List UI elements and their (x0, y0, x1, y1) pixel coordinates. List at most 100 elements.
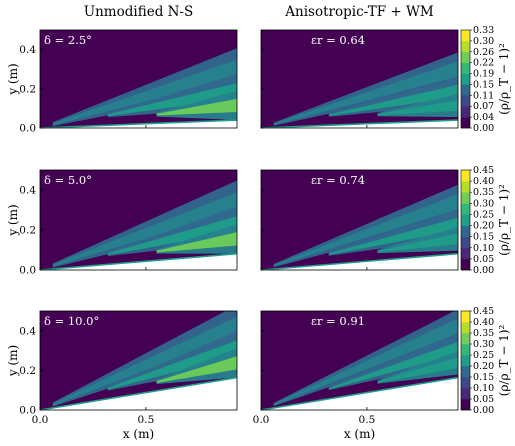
colorbar-tick-label: 0.25 (473, 209, 494, 220)
colorbar-segment (461, 73, 470, 85)
colorbar-segment (461, 95, 470, 107)
panel-r1-c2: εr = 0.64 (260, 29, 459, 129)
colorbar-tick-label: 0.10 (473, 243, 494, 254)
colorbar-segment (461, 355, 470, 367)
wedge-boundary-layer (261, 376, 458, 410)
colorbar-segment (461, 225, 470, 237)
colorbar-tick-label: 0.22 (473, 58, 494, 69)
field-contours (40, 48, 237, 128)
colorbar-tick-label: 0.20 (473, 361, 494, 372)
colorbar-segment (461, 388, 470, 400)
colorbar-segment (461, 62, 470, 74)
wedge-boundary-layer (261, 119, 458, 128)
contour-band (107, 340, 237, 390)
contour-band (273, 61, 458, 125)
contour-band (328, 84, 458, 116)
colorbar-segment (461, 366, 470, 378)
colorbar-segment (461, 51, 470, 63)
x-axis-label: x (m) (123, 427, 154, 441)
field-contours (40, 311, 237, 410)
y-axis-label: y (m) (6, 63, 20, 95)
contour-band (52, 180, 237, 268)
contour-band (273, 184, 458, 268)
colorbar-tick-label: 0.30 (473, 36, 494, 47)
colorbar-segment (461, 214, 470, 226)
colorbar-tick-label: 0.35 (473, 187, 494, 198)
x-tick-label: 0.0 (253, 414, 270, 426)
colorbar-tick-label: 0.04 (473, 112, 494, 123)
colorbar-segment (461, 117, 470, 129)
colorbar-tick-label: 0.10 (473, 383, 494, 394)
colorbar-tick-label: 0.15 (473, 232, 494, 243)
colorbar-tick-label: 0.30 (473, 198, 494, 209)
contour-band (52, 316, 237, 406)
field-contours (261, 184, 458, 270)
contour-band (107, 330, 237, 391)
colorbar-tick-label: 0.05 (473, 394, 494, 405)
delta-annotation: δ = 5.0° (44, 173, 92, 187)
colorbar-segment (461, 247, 470, 260)
panel-frame (39, 169, 238, 271)
colorbar-segment (461, 333, 470, 345)
colorbar-segment (461, 84, 470, 96)
colorbar-segment (461, 30, 470, 42)
y-tick-label: 0.4 (19, 44, 36, 56)
colorbar-tick-label: 0.05 (473, 254, 494, 265)
panel-r1-c1: 0.0 0.2 0.4 δ = 2.5° y (m) (6, 29, 238, 135)
y-tick-label: 0.2 (19, 365, 36, 377)
colorbar-segment (461, 258, 470, 271)
colorbar-tick-label: 0.15 (473, 372, 494, 383)
colorbar-segment (461, 203, 470, 215)
colorbar-r3: 0.000.050.100.150.200.250.300.350.400.45… (460, 306, 511, 416)
panel-frame (39, 29, 238, 129)
colorbar-r1: 0.000.040.070.110.150.190.220.260.300.33… (460, 25, 511, 134)
colorbar-segment (461, 344, 470, 356)
y-tick-label: 0.0 (19, 123, 36, 135)
contour-band (273, 52, 458, 126)
contour-band (377, 357, 458, 383)
colorbar-tick-label: 0.25 (473, 350, 494, 361)
colorbar-segment (461, 170, 470, 182)
colorbar-label: (ρ/ρ_T − 1)² (497, 324, 511, 396)
column-title-right: Anisotropic-TF + WM (284, 4, 434, 20)
contour-band (107, 83, 237, 117)
panel-r3-c1: 0.0 0.2 0.4 0.0 0.5 δ = 10.0° y (m) x (m) (6, 310, 238, 441)
wedge-boundary-layer (40, 119, 237, 128)
contour-band (377, 100, 458, 116)
y-tick-label: 0.2 (19, 83, 36, 95)
y-tick-label: 0.2 (19, 225, 36, 237)
y-axis-label: y (m) (6, 204, 20, 236)
y-tick-label: 0.4 (19, 325, 36, 337)
colorbar-tick-label: 0.35 (473, 328, 494, 339)
colorbar-segment (461, 377, 470, 389)
panel-frame (260, 310, 459, 411)
colorbar-tick-label: 0.40 (473, 176, 494, 187)
contour-band (328, 217, 458, 255)
colorbar-tick-label: 0.26 (473, 47, 494, 58)
panel-r2-c1: 0.0 0.2 0.4 δ = 5.0° y (m) (6, 169, 238, 277)
contour-band (52, 192, 237, 267)
colorbar-tick-label: 0.19 (473, 69, 494, 80)
colorbar-segment (461, 322, 470, 334)
colorbar-segment (461, 40, 470, 53)
contour-band (377, 233, 458, 253)
x-axis-label: x (m) (344, 427, 375, 441)
colorbar-label: (ρ/ρ_T − 1)² (497, 43, 511, 115)
contour-band (52, 48, 237, 127)
colorbar-tick-label: 0.11 (473, 90, 494, 101)
colorbar-tick-label: 0.45 (473, 165, 494, 176)
contour-band (273, 318, 458, 406)
x-tick-label: 0.0 (32, 414, 49, 426)
contour-band (156, 232, 237, 253)
colorbar-tick-label: 0.07 (473, 101, 494, 112)
colorbar-tick-label: 0.45 (473, 306, 494, 317)
field-contours (40, 180, 237, 270)
contour-band (328, 334, 458, 391)
colorbar-tick-label: 0.20 (473, 221, 494, 232)
panel-frame (39, 310, 238, 411)
contour-band (156, 98, 237, 116)
colorbar-tick-label: 0.33 (473, 25, 494, 36)
panel-r2-c2: εr = 0.74 (260, 169, 459, 271)
y-tick-label: 0.4 (19, 185, 36, 197)
colorbar-tick-label: 0.00 (473, 265, 494, 276)
